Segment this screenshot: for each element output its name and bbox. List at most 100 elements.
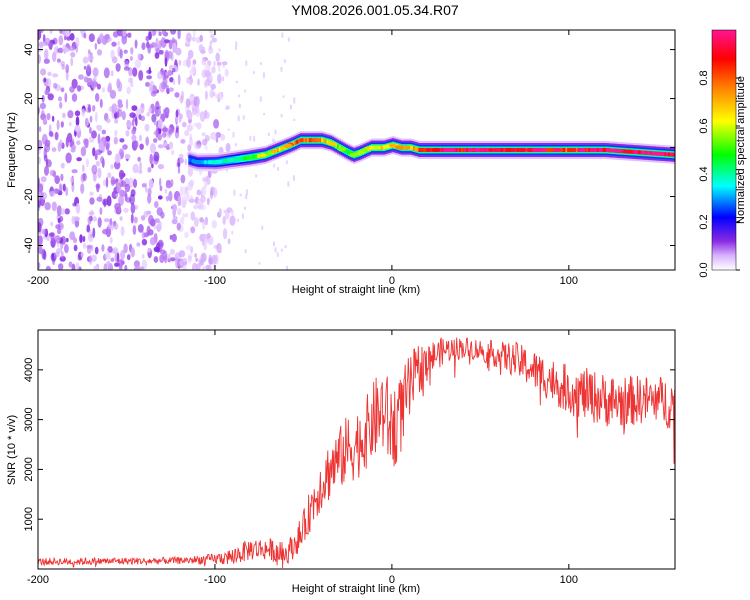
y-tick-label: 3000 <box>23 407 35 431</box>
noise-speckle <box>277 167 280 171</box>
noise-speckle <box>150 218 156 227</box>
ridge-blob <box>327 141 337 146</box>
noise-speckle <box>149 143 156 154</box>
noise-speckle <box>102 198 109 206</box>
noise-speckle <box>155 37 159 47</box>
noise-speckle <box>212 187 218 198</box>
ridge-blob <box>472 148 483 152</box>
noise-speckle <box>120 226 125 237</box>
noise-speckle <box>107 246 113 253</box>
noise-speckle <box>141 183 146 188</box>
ridge-blob <box>227 158 234 163</box>
noise-speckle <box>202 177 207 182</box>
colorbar-tick-label: 0.8 <box>698 70 710 85</box>
noise-speckle <box>202 138 208 146</box>
noise-speckle <box>171 218 178 225</box>
noise-speckle <box>48 43 53 50</box>
ridge-core <box>337 144 340 149</box>
ridge-blob <box>349 152 358 157</box>
noise-speckle <box>150 42 157 48</box>
ridge-core <box>209 160 212 165</box>
noise-speckle <box>159 185 163 192</box>
ridge-core <box>483 148 487 152</box>
noise-speckle <box>127 32 132 38</box>
noise-speckle <box>120 249 126 261</box>
ridge-core <box>565 148 568 152</box>
noise-speckle <box>107 82 112 92</box>
noise-speckle <box>119 189 126 197</box>
noise-speckle <box>70 51 76 58</box>
noise-speckle <box>59 139 63 149</box>
noise-speckle <box>147 247 151 253</box>
noise-speckle <box>73 216 80 222</box>
noise-speckle <box>131 134 137 142</box>
noise-speckle <box>123 66 130 71</box>
noise-speckle <box>177 30 181 40</box>
noise-speckle <box>201 186 207 196</box>
ridge-core <box>632 150 635 154</box>
ridge-core <box>232 157 235 162</box>
ridge-blob <box>519 148 526 152</box>
noise-speckle <box>287 37 290 42</box>
noise-speckle <box>189 96 194 101</box>
ridge-core <box>667 152 671 157</box>
noise-speckle <box>153 256 159 263</box>
ridge-blob <box>394 145 405 150</box>
colorbar-label: Normalized spectral amplitude <box>735 76 747 224</box>
noise-speckle <box>205 175 209 182</box>
noise-speckle <box>126 254 131 261</box>
noise-speckle <box>73 237 77 244</box>
noise-speckle <box>132 67 138 77</box>
noise-speckle <box>86 119 90 126</box>
noise-speckle <box>95 160 101 167</box>
noise-speckle <box>101 129 107 135</box>
x-tick-label: -100 <box>204 574 226 586</box>
noise-speckle <box>233 189 236 196</box>
noise-speckle <box>169 257 176 262</box>
noise-speckle <box>73 244 78 252</box>
noise-speckle <box>64 208 70 215</box>
noise-speckle <box>165 195 169 202</box>
noise-speckle <box>65 237 69 243</box>
noise-speckle <box>148 106 152 114</box>
noise-speckle <box>286 265 288 270</box>
noise-speckle <box>231 231 234 235</box>
ridge-core <box>662 152 665 156</box>
ridge-blob <box>492 148 502 152</box>
spectrogram-x-ticks: -200 -100 0 100 <box>27 30 578 287</box>
y-tick-label: 0 <box>23 144 35 150</box>
noise-speckle <box>57 47 64 54</box>
noise-speckle <box>51 147 57 153</box>
noise-speckle <box>71 216 75 225</box>
noise-speckle <box>157 164 165 170</box>
noise-speckle <box>104 33 111 40</box>
spectral-ridge <box>188 131 675 172</box>
noise-speckle <box>147 44 151 54</box>
noise-speckle <box>201 58 207 66</box>
noise-speckle <box>56 119 60 131</box>
noise-speckle <box>58 183 63 194</box>
noise-speckle <box>165 181 172 189</box>
noise-speckle <box>159 249 166 255</box>
ridge-core <box>591 148 594 152</box>
noise-speckle <box>199 111 206 122</box>
ridge-core <box>324 139 327 144</box>
noise-speckle <box>39 30 44 34</box>
noise-speckle <box>182 121 187 128</box>
noise-speckle <box>92 216 97 222</box>
noise-speckle <box>290 104 292 110</box>
ridge-core <box>646 150 649 155</box>
noise-speckle <box>193 204 198 210</box>
ridge-core <box>634 150 637 155</box>
noise-speckle <box>131 128 136 135</box>
noise-speckle <box>80 183 85 194</box>
noise-speckle <box>141 42 146 50</box>
noise-speckle <box>38 54 41 64</box>
noise-speckle <box>178 113 183 118</box>
noise-speckle <box>92 147 96 157</box>
noise-speckle <box>45 265 51 270</box>
ridge-core <box>299 138 303 143</box>
noise-speckle <box>175 127 179 134</box>
noise-speckle <box>72 202 77 207</box>
noise-speckle <box>82 56 89 64</box>
